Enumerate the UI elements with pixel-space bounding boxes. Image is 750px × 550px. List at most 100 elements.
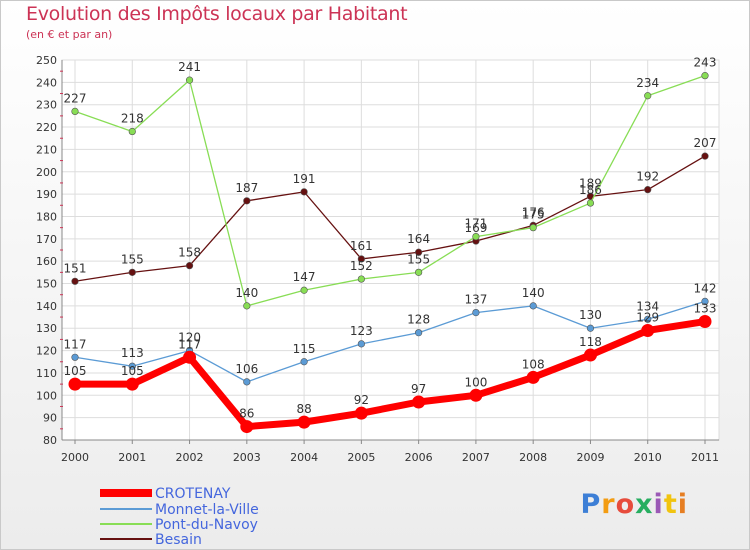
data-label: 155 <box>121 252 144 266</box>
data-label: 171 <box>464 217 487 231</box>
data-point <box>701 72 709 80</box>
data-point <box>469 388 483 402</box>
data-label: 227 <box>64 91 87 105</box>
data-label: 152 <box>350 259 373 273</box>
data-point <box>529 224 537 232</box>
x-tick-label: 2005 <box>347 451 375 464</box>
data-label: 97 <box>411 382 426 396</box>
data-point <box>125 377 139 391</box>
data-label: 115 <box>293 342 316 356</box>
data-label: 189 <box>579 176 602 190</box>
data-label: 175 <box>522 208 545 222</box>
data-point <box>185 262 194 270</box>
data-label: 120 <box>178 331 201 345</box>
data-point <box>701 297 709 306</box>
data-label: 207 <box>694 136 717 150</box>
data-point <box>300 358 308 366</box>
data-point <box>354 406 368 420</box>
logo-letter: x <box>635 489 654 520</box>
x-tick-label: 2011 <box>691 451 719 464</box>
data-label: 134 <box>636 299 659 313</box>
x-tick-label: 2008 <box>519 451 547 464</box>
data-point <box>357 255 365 263</box>
series-monnet-la-ville: 117 113 120 106 115 123 128 137 140 130 134 142 <box>64 281 716 386</box>
series-line <box>74 155 706 282</box>
data-label: 140 <box>522 286 545 300</box>
data-label: 155 <box>407 252 430 266</box>
data-point <box>583 348 597 362</box>
data-label: 140 <box>235 286 258 300</box>
data-point <box>644 315 652 323</box>
legend-label: Besain <box>155 532 202 548</box>
proxiti-logo: Proxiti <box>580 489 688 520</box>
data-label: 187 <box>235 181 258 195</box>
y-tick-label: 150 <box>36 278 57 291</box>
data-point <box>644 92 652 100</box>
data-point <box>641 323 655 337</box>
data-point <box>300 286 308 294</box>
data-point <box>128 268 136 276</box>
data-label: 105 <box>64 364 87 378</box>
x-tick-label: 2007 <box>462 451 490 464</box>
data-label: 106 <box>235 362 258 376</box>
data-point <box>415 268 423 276</box>
chart-subtitle: (en € et par an) <box>26 28 113 41</box>
data-label: 151 <box>64 261 87 275</box>
legend-label: CROTENAY <box>155 486 231 502</box>
data-label: 191 <box>293 172 316 186</box>
data-label: 105 <box>121 364 144 378</box>
data-label: 117 <box>178 337 201 351</box>
data-point <box>128 127 136 136</box>
y-tick-label: 240 <box>36 76 57 89</box>
data-label: 176 <box>522 205 545 219</box>
x-tick-label: 2010 <box>634 451 662 464</box>
data-label: 161 <box>350 239 373 253</box>
data-label: 117 <box>64 337 87 351</box>
y-tick-label: 120 <box>36 345 57 358</box>
series-line <box>74 300 706 383</box>
data-point <box>586 324 595 332</box>
x-tick-label: 2003 <box>233 451 261 464</box>
y-tick-label: 200 <box>36 166 57 179</box>
data-point <box>71 353 79 361</box>
data-label: 241 <box>178 60 201 74</box>
data-label: 88 <box>296 402 311 416</box>
data-label: 164 <box>407 232 430 246</box>
data-label: 128 <box>407 313 430 327</box>
data-point <box>297 415 311 429</box>
data-label: 92 <box>354 393 369 407</box>
data-label: 133 <box>694 302 717 316</box>
data-point <box>701 152 709 160</box>
x-tick-label: 2004 <box>290 451 318 464</box>
data-point <box>243 197 251 205</box>
y-tick-label: 160 <box>36 255 57 268</box>
data-label: 86 <box>239 407 254 421</box>
y-tick-label: 90 <box>43 412 57 425</box>
data-point <box>472 232 480 241</box>
data-label: 108 <box>522 357 545 371</box>
data-point <box>128 362 136 370</box>
legend-label: Pont-du-Navoy <box>155 517 258 533</box>
data-label: 123 <box>350 324 373 338</box>
logo-letter: P <box>580 489 602 520</box>
y-tick-label: 190 <box>36 188 57 201</box>
data-label: 100 <box>464 375 487 389</box>
y-tick-label: 140 <box>36 300 57 313</box>
data-label: 158 <box>178 246 201 260</box>
data-label: 169 <box>464 221 487 235</box>
y-tick-label: 250 <box>36 54 57 67</box>
series-pont-du-navoy: 227 218 241 140 147 152 155 171 175 186 234 243 <box>64 56 716 310</box>
y-tick-label: 80 <box>43 434 57 447</box>
y-tick-label: 130 <box>36 322 57 335</box>
data-point <box>71 277 79 285</box>
legend-label: Monnet-la-Ville <box>155 502 259 518</box>
x-tick-label: 2009 <box>576 451 604 464</box>
data-point <box>415 329 423 337</box>
data-point <box>698 315 712 329</box>
series-line <box>75 318 706 431</box>
data-label: 137 <box>464 293 487 307</box>
series-line <box>74 75 706 307</box>
logo-letter: i <box>653 489 664 520</box>
data-point <box>357 275 365 283</box>
